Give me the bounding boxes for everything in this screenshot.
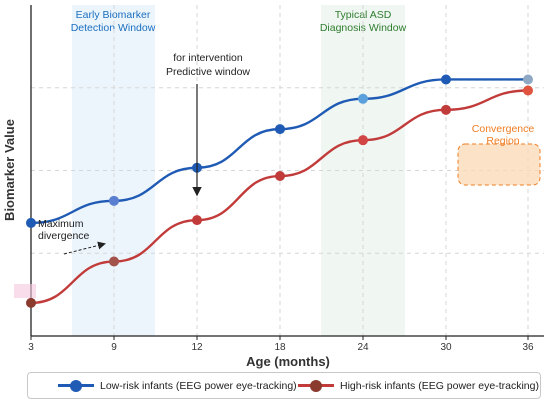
intervention-label-2: Predictive window [166,66,250,78]
x-tick-label: 9 [111,342,117,353]
data-point-low-risk [523,74,533,85]
convergence-label-1: Convergence [472,123,535,135]
data-point-high-risk [275,171,285,182]
x-tick-label: 30 [440,342,452,353]
convergence-region [457,143,541,186]
intervention-label-1: for intervention [173,52,243,64]
data-point-high-risk [523,85,533,96]
x-tick-label: 3 [28,342,34,353]
data-point-low-risk [275,124,285,135]
legend-swatch-low-risk [58,379,94,392]
early-window-label-1: Early Biomarker [76,9,151,21]
legend-label-low-risk: Low-risk infants (EEG power eye-tracking… [100,379,297,392]
data-point-high-risk [26,297,36,308]
data-point-low-risk [358,93,368,104]
legend-marker-high-risk [310,379,322,392]
x-tick-label: 36 [522,342,534,353]
x-tick-label: 18 [274,342,286,353]
x-axis-label: Age (months) [246,354,330,369]
data-point-high-risk [358,135,368,146]
data-point-low-risk [109,195,119,206]
early-window-label-2: Detection Window [71,22,156,34]
series-layer [26,74,533,308]
legend-swatch-high-risk [298,379,334,392]
convergence-label-2: Region [486,135,519,147]
high-risk-glow-left [14,284,36,298]
legend-item-high-risk: High-risk infants (EEG power eye-trackin… [298,373,539,398]
legend: Low-risk infants (EEG power eye-tracking… [27,372,541,399]
legend-item-low-risk: Low-risk infants (EEG power eye-tracking… [58,373,297,398]
x-tick-label: 24 [357,342,369,353]
x-ticks: 3 9 12 18 24 30 36 [28,336,534,353]
x-tick-label: 12 [191,342,203,353]
legend-marker-low-risk [70,379,82,392]
data-point-high-risk [109,256,119,267]
data-point-low-risk [26,217,36,228]
asd-window-label-2: Diagnosis Window [320,22,407,34]
divergence-label-1: Maximum [38,218,84,230]
data-point-high-risk [192,215,202,226]
data-point-low-risk [441,74,451,85]
legend-label-high-risk: High-risk infants (EEG power eye-trackin… [340,379,539,392]
divergence-arrow [63,241,106,255]
divergence-label-2: divergence [38,230,90,242]
data-point-high-risk [441,104,451,115]
y-axis-label: Biomarker Value [2,119,17,221]
